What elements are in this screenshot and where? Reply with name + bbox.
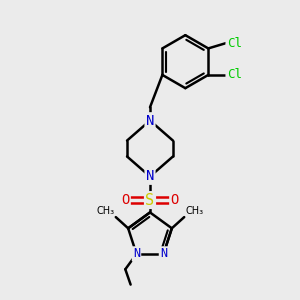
Text: CH₃: CH₃ (96, 206, 114, 216)
Text: N: N (146, 114, 154, 128)
Text: Cl: Cl (227, 68, 242, 81)
Text: N: N (133, 248, 140, 260)
Text: O: O (170, 193, 179, 207)
Text: N: N (160, 248, 167, 260)
Text: N: N (146, 169, 154, 184)
Text: S: S (146, 193, 154, 208)
Text: O: O (121, 193, 130, 207)
Text: Cl: Cl (227, 37, 242, 50)
Text: CH₃: CH₃ (186, 206, 204, 216)
